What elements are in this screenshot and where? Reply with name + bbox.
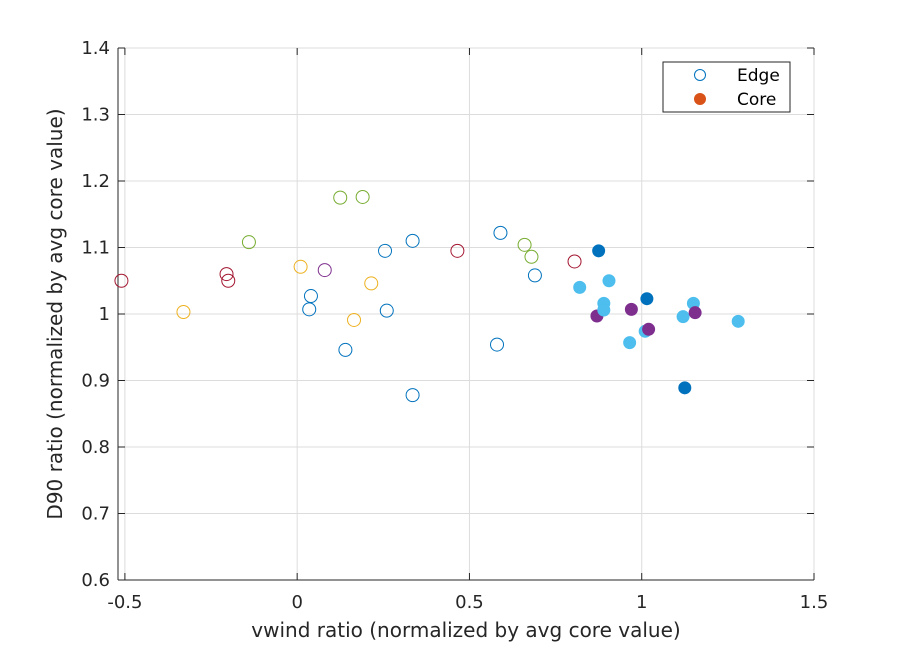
core-point xyxy=(642,322,656,336)
core-point xyxy=(573,280,587,294)
edge-point xyxy=(450,243,465,258)
legend-box xyxy=(662,61,791,113)
edge-point xyxy=(293,259,308,274)
x-tick-label: 1.5 xyxy=(800,592,829,613)
edge-point xyxy=(176,305,191,320)
x-tick-label: 1 xyxy=(636,592,647,613)
edge-point xyxy=(355,189,370,204)
core-point xyxy=(731,314,745,328)
y-tick-label: 0.8 xyxy=(81,437,110,458)
edge-point xyxy=(567,254,582,269)
core-point xyxy=(592,244,606,258)
y-tick-label: 1.3 xyxy=(81,105,110,126)
edge-point xyxy=(405,233,420,248)
edge-point xyxy=(493,225,508,240)
edge-point xyxy=(303,289,318,304)
legend-label-core: Core xyxy=(737,90,776,110)
edge-point xyxy=(333,190,348,205)
data-points xyxy=(114,189,745,403)
core-point xyxy=(688,306,702,320)
legend: Edge Core xyxy=(662,61,791,113)
edge-point xyxy=(302,302,317,317)
y-tick-label: 1.4 xyxy=(81,38,110,59)
edge-point xyxy=(379,303,394,318)
edge-point xyxy=(364,276,379,291)
edge-point xyxy=(221,273,236,288)
core-point xyxy=(623,336,637,350)
edge-point xyxy=(114,273,129,288)
edge-point xyxy=(241,235,256,250)
edge-point xyxy=(490,337,505,352)
legend-marker-edge xyxy=(694,69,706,81)
x-tick-label: 0 xyxy=(291,592,302,613)
edge-point xyxy=(405,388,420,403)
edge-point xyxy=(527,268,542,283)
core-point xyxy=(640,292,654,306)
edge-point xyxy=(524,249,539,264)
legend-marker-core xyxy=(694,93,706,105)
edge-point xyxy=(517,237,532,252)
y-tick-label: 0.7 xyxy=(81,504,110,525)
edge-point xyxy=(378,243,393,258)
axes: -0.5 0 0.5 1 1.5 0.6 0.7 0.8 0.9 1 1.1 1.2 1.3 1.4 xyxy=(81,38,828,613)
edge-point xyxy=(317,263,332,278)
y-tick-label: 0.9 xyxy=(81,371,110,392)
edge-point xyxy=(347,312,362,327)
y-axis-label: D90 ratio (normalized by avg core value) xyxy=(43,108,67,519)
x-axis-label: vwind ratio (normalized by avg core valu… xyxy=(251,618,680,642)
edge-point xyxy=(219,267,234,282)
core-point xyxy=(624,302,638,316)
y-tick-label: 1 xyxy=(99,304,110,325)
y-tick-label: 0.6 xyxy=(81,570,110,591)
y-tick-label: 1.2 xyxy=(81,171,110,192)
y-tick-label: 1.1 xyxy=(81,238,110,259)
x-tick-label: 0.5 xyxy=(455,592,484,613)
core-point xyxy=(676,310,690,324)
core-point xyxy=(678,381,692,395)
legend-label-edge: Edge xyxy=(737,66,780,86)
core-point xyxy=(602,274,616,288)
core-point xyxy=(597,303,611,317)
edge-point xyxy=(338,342,353,357)
x-tick-label: -0.5 xyxy=(107,592,142,613)
